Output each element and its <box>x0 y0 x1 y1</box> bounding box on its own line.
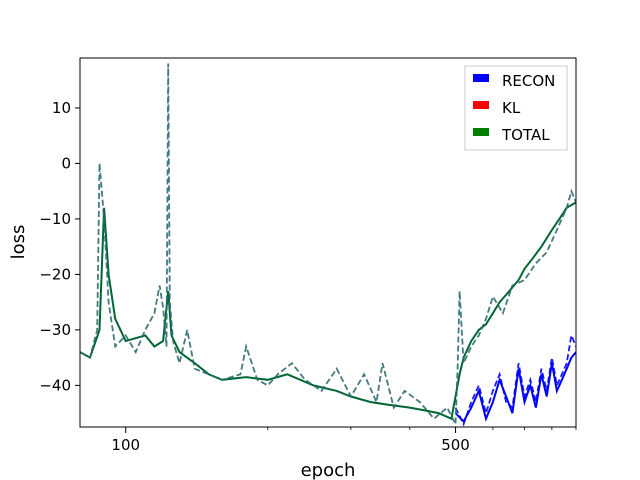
y-tick-label: −30 <box>39 321 71 339</box>
legend-swatch-kl <box>473 101 489 109</box>
y-tick-label: −40 <box>39 376 71 394</box>
series-line-total-dashed <box>80 63 576 425</box>
series-line-recon-solid <box>454 351 576 424</box>
series-layer <box>80 63 576 427</box>
x-axis-ticks: 100 500 <box>111 427 577 454</box>
y-tick-label: 10 <box>52 99 71 117</box>
legend-label-total: TOTAL <box>501 126 550 144</box>
legend: RECON KL TOTAL <box>464 65 568 151</box>
x-tick-label: 500 <box>441 436 470 454</box>
legend-swatch-recon <box>473 74 489 82</box>
x-axis-label: epoch <box>301 460 356 480</box>
legend-swatch-total <box>473 128 489 136</box>
y-tick-label: 0 <box>61 154 71 172</box>
y-tick-label: −20 <box>39 265 71 283</box>
plot-frame <box>79 57 577 428</box>
series-line-recon-dashed <box>454 332 576 427</box>
y-tick-label: −10 <box>39 210 71 228</box>
y-axis-ticks: 10 0 −10 −20 −30 −40 <box>39 99 80 394</box>
y-axis-label: loss <box>8 225 29 260</box>
legend-label-recon: RECON <box>502 72 555 90</box>
x-tick-label: 100 <box>111 436 140 454</box>
legend-label-kl: KL <box>502 99 521 117</box>
